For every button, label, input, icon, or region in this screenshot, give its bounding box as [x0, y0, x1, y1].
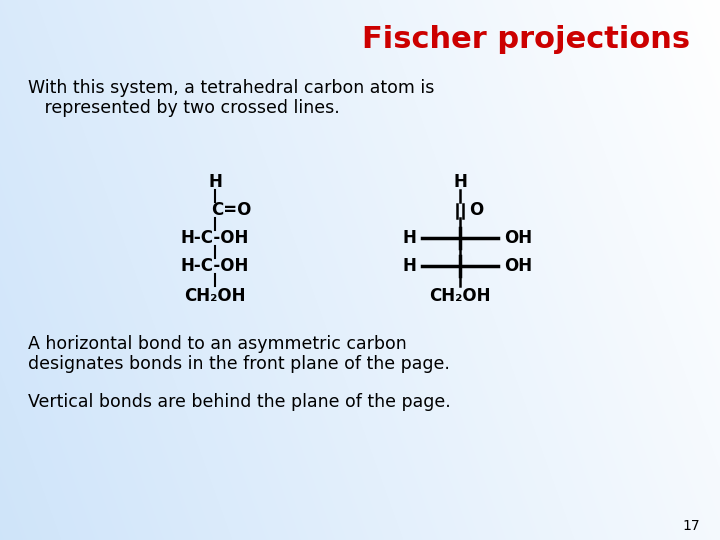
Text: represented by two crossed lines.: represented by two crossed lines.	[28, 99, 340, 117]
Text: 17: 17	[683, 519, 700, 533]
Text: OH: OH	[504, 257, 532, 275]
Text: OH: OH	[504, 229, 532, 247]
Text: H-C-OH: H-C-OH	[181, 229, 249, 247]
Text: Fischer projections: Fischer projections	[362, 25, 690, 55]
Text: H-C-OH: H-C-OH	[181, 257, 249, 275]
Text: H: H	[402, 257, 416, 275]
Text: Vertical bonds are behind the plane of the page.: Vertical bonds are behind the plane of t…	[28, 393, 451, 411]
Text: CH₂OH: CH₂OH	[429, 287, 491, 305]
Text: H: H	[402, 229, 416, 247]
Text: A horizontal bond to an asymmetric carbon: A horizontal bond to an asymmetric carbo…	[28, 335, 407, 353]
Text: CH₂OH: CH₂OH	[184, 287, 246, 305]
Text: H: H	[208, 173, 222, 191]
Text: C=O: C=O	[211, 201, 251, 219]
Text: With this system, a tetrahedral carbon atom is: With this system, a tetrahedral carbon a…	[28, 79, 434, 97]
Text: O: O	[469, 201, 483, 219]
Text: designates bonds in the front plane of the page.: designates bonds in the front plane of t…	[28, 355, 450, 373]
Text: H: H	[453, 173, 467, 191]
